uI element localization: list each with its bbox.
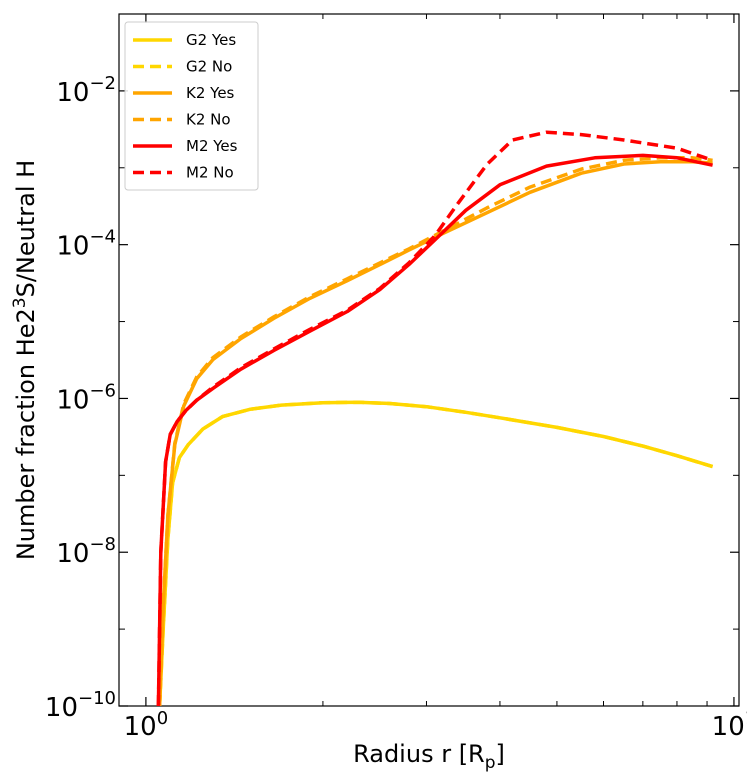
legend-label-k2-no: K2 No xyxy=(186,111,231,129)
y-axis-label: Number fraction He23S/Neutral H xyxy=(10,160,40,560)
legend-label-g2-no: G2 No xyxy=(186,58,232,76)
y-tick-label: 10−2 xyxy=(56,73,116,108)
legend-label-m2-yes: M2 Yes xyxy=(186,137,238,155)
series-line-k2-yes xyxy=(157,159,713,706)
legend-label-k2-yes: K2 Yes xyxy=(186,84,235,102)
y-tick-label: 10−8 xyxy=(56,534,116,569)
legend-box xyxy=(124,21,259,191)
series-line-k2-no xyxy=(157,156,713,706)
x-tick-label: 101 xyxy=(712,708,747,742)
series-line-m2-yes xyxy=(156,153,713,706)
legend: G2 Yes G2 No K2 Yes K2 No M2 Yes M2 No xyxy=(124,21,259,191)
legend-label-m2-no: M2 No xyxy=(186,164,234,182)
series-line-g2-yes xyxy=(157,400,714,706)
y-tick-label: 10−10 xyxy=(45,688,116,723)
tick-labels: 100 101 10−10 10−8 10−6 10−4 10−2 xyxy=(45,73,747,742)
x-axis-label: Radius r [Rp] xyxy=(353,740,505,773)
plot-frame xyxy=(118,13,740,707)
legend-label-g2-yes: G2 Yes xyxy=(186,31,236,49)
y-tick-label: 10−4 xyxy=(56,227,116,262)
x-tick-label: 100 xyxy=(124,708,169,742)
series-line-g2-no xyxy=(157,400,714,706)
tick-marks xyxy=(119,13,739,707)
series-lines xyxy=(156,130,714,706)
series-line-m2-no xyxy=(156,130,714,706)
y-tick-label: 10−6 xyxy=(56,380,116,415)
